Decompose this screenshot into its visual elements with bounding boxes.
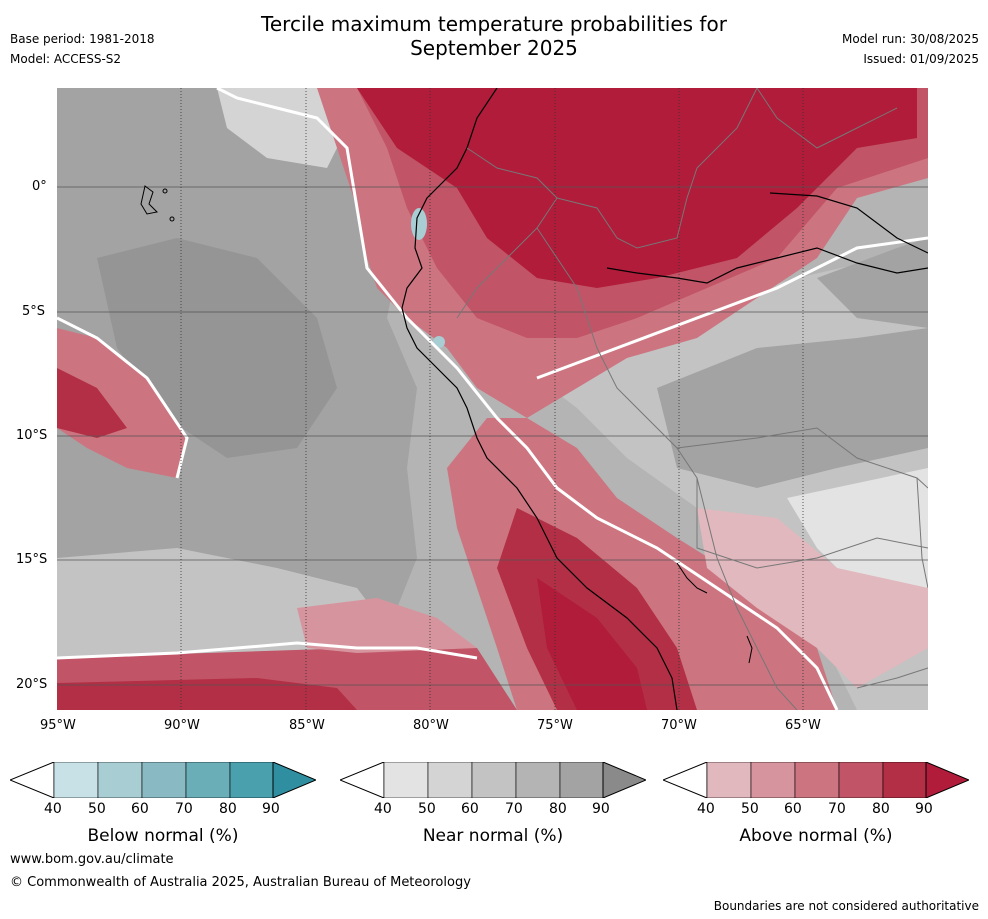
lat-label-5s: 5°S [22, 304, 46, 319]
colorbar-above-title: Above normal (%) [739, 826, 893, 846]
colorbar-below-normal [10, 762, 316, 798]
lon-label-80w: 80°W [413, 718, 449, 733]
lat-label-15s: 15°S [16, 552, 48, 567]
colorbar-above-swatch [750, 762, 796, 798]
above-normal-east-light [697, 508, 928, 688]
cb-near-tick: 70 [505, 801, 523, 817]
map-title-line1: Tercile maximum temperature probabilitie… [261, 12, 727, 36]
cb-above-tick: 40 [697, 801, 715, 817]
island [162, 188, 168, 194]
lake-outline [676, 562, 708, 594]
lat-label-10s: 10°S [16, 428, 48, 443]
above-normal-south-core [57, 678, 357, 710]
lake-outline-2 [746, 635, 753, 664]
colorbar-above-swatch [838, 762, 884, 798]
base-period-label: Base period: 1981-2018 [10, 32, 155, 46]
copyright-notice: © Commonwealth of Australia 2025, Austra… [10, 875, 471, 890]
colorbar-below-swatch [272, 762, 316, 798]
probability-map [57, 88, 928, 710]
issued-label: Issued: 01/09/2025 [863, 52, 979, 66]
river-outline-2 [769, 192, 928, 254]
colorbar-near-swatch [602, 762, 646, 798]
cb-near-tick: 50 [418, 801, 436, 817]
cb-above-tick: 80 [872, 801, 890, 817]
lat-label-20s: 20°S [16, 677, 48, 692]
map-title-line2: September 2025 [410, 36, 578, 60]
cb-near-tick: 40 [374, 801, 392, 817]
cb-above-tick: 90 [915, 801, 933, 817]
island-2 [169, 216, 175, 222]
above-normal-north-core [357, 88, 917, 288]
lat-label-0: 0° [32, 179, 47, 194]
cb-below-tick: 90 [262, 801, 280, 817]
country-borders [456, 88, 928, 710]
below-normal-patch [411, 208, 427, 240]
cb-below-tick: 70 [175, 801, 193, 817]
lon-label-85w: 85°W [289, 718, 325, 733]
colorbar-near-swatch [383, 762, 429, 798]
cb-near-tick: 60 [461, 801, 479, 817]
colorbar-near-swatch [471, 762, 517, 798]
colorbar-below-swatch [185, 762, 231, 798]
latitude-gridlines [57, 186, 928, 686]
cb-above-tick: 60 [784, 801, 802, 817]
cb-below-tick: 80 [219, 801, 237, 817]
contour-line [216, 88, 839, 710]
near-normal-northeast [817, 238, 928, 328]
lon-label-90w: 90°W [164, 718, 200, 733]
river-outline [606, 247, 928, 284]
colorbar-near-swatch [515, 762, 561, 798]
galapagos-islands [140, 185, 159, 215]
bom-url-link[interactable]: www.bom.gov.au/climate [10, 852, 174, 867]
coastline [401, 88, 678, 710]
colorbar-above-swatch [882, 762, 927, 798]
above-normal-coast-mid [497, 508, 697, 710]
near-normal-east-core [657, 328, 928, 488]
colorbar-below-title: Below normal (%) [87, 826, 239, 846]
colorbar-above-normal [663, 762, 969, 798]
above-normal-west-core [57, 368, 127, 438]
colorbar-below-swatch [97, 762, 143, 798]
near-normal-light-zone [217, 88, 347, 168]
disclaimer-text: Boundaries are not considered authoritat… [713, 899, 979, 913]
cb-below-tick: 60 [131, 801, 149, 817]
colorbar-near-title: Near normal (%) [422, 826, 564, 846]
above-normal-coast-core [537, 578, 647, 710]
lon-label-75w: 75°W [537, 718, 573, 733]
colorbar-above-swatch [794, 762, 840, 798]
colorbar-below-swatch [141, 762, 187, 798]
contour-line-2 [536, 236, 928, 380]
colorbar-above-swatch [925, 762, 969, 798]
colorbar-near-normal [340, 762, 646, 798]
contour-line-3 [57, 641, 478, 660]
cb-above-tick: 70 [828, 801, 846, 817]
above-normal-west-zone [57, 328, 187, 478]
colorbar-above-swatch [706, 762, 752, 798]
cb-above-tick: 50 [741, 801, 759, 817]
colorbar-near-swatch [427, 762, 473, 798]
model-run-label: Model run: 30/08/2025 [841, 32, 979, 46]
cb-below-tick: 50 [88, 801, 106, 817]
lon-label-70w: 70°W [661, 718, 697, 733]
near-normal-east-light [787, 468, 928, 598]
colorbar-near-swatch [559, 762, 604, 798]
cb-near-tick: 80 [549, 801, 567, 817]
cb-below-tick: 40 [44, 801, 62, 817]
colorbar-below-swatch [53, 762, 99, 798]
above-normal-south-light [297, 598, 477, 653]
contour-line-4 [57, 316, 189, 479]
map-title: Tercile maximum temperature probabilitie… [0, 12, 988, 60]
lon-label-95w: 95°W [40, 718, 76, 733]
model-label: Model: ACCESS-S2 [10, 52, 122, 66]
cb-near-tick: 90 [592, 801, 610, 817]
colorbar-below-swatch [229, 762, 274, 798]
lon-label-65w: 65°W [785, 718, 821, 733]
